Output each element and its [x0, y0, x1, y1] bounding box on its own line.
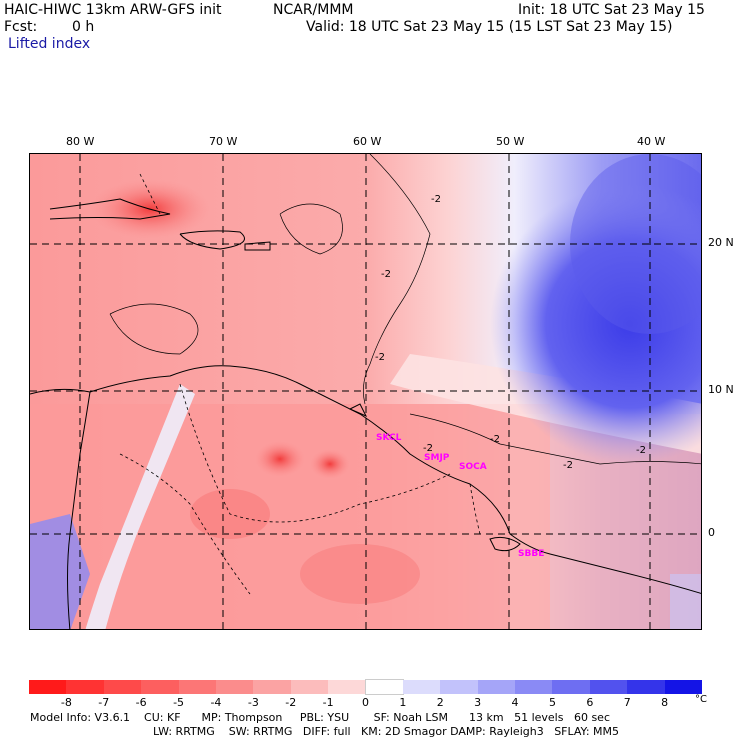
coastlines	[30, 198, 701, 629]
colorbar-tick-label: 2	[436, 696, 444, 709]
lon-label-60w: 60 W	[353, 135, 382, 148]
colorbar-swatch	[103, 680, 142, 694]
org-label: NCAR/MMM	[273, 2, 354, 18]
colorbar-tick-label: -1	[322, 696, 334, 709]
colorbar-tick-label: -6	[135, 696, 147, 709]
contours	[109, 154, 701, 465]
colorbar-swatch	[589, 680, 628, 694]
colorbar-tick-label: 8	[661, 696, 669, 709]
colorbar-tick-label: -8	[60, 696, 72, 709]
station-label: SKCL	[376, 433, 402, 443]
colorbar-swatch	[402, 680, 441, 694]
colorbar-swatch	[66, 680, 105, 694]
colorbar-swatch	[328, 680, 366, 694]
field-southeast-corner	[670, 574, 701, 629]
unstable-air-venezuela	[255, 441, 305, 477]
stable-air-pacific	[30, 514, 90, 629]
border-peru-brazil	[119, 453, 251, 595]
colorbar	[29, 679, 703, 695]
colorbar-unit: °C	[695, 694, 707, 705]
colorbar-swatch	[215, 680, 254, 694]
colorbar-tick-label: -3	[247, 696, 259, 709]
unstable-air-guyana	[310, 449, 350, 479]
colorbar-swatch	[178, 680, 217, 694]
colorbar-tick-label: -5	[173, 696, 185, 709]
lifted-index-map: -2 -2 -2 -2 -2 -2 -2 SKCL SMJP SOCA SBBE	[29, 153, 702, 630]
map-canvas	[30, 154, 701, 629]
contour-label: -2	[375, 352, 385, 363]
lat-label-10n: 10 N	[708, 383, 734, 396]
lon-label-50w: 50 W	[496, 135, 525, 148]
andes-stable-ribbon	[85, 384, 195, 629]
init-time: Init: 18 UTC Sat 23 May 15	[518, 2, 705, 18]
station-label: SMJP	[424, 453, 450, 463]
colorbar-tick-label: 3	[474, 696, 482, 709]
colorbar-swatch	[477, 680, 516, 694]
contour-label: -2	[490, 434, 500, 445]
field-name: Lifted index	[8, 36, 91, 52]
coast-cuba	[49, 198, 171, 220]
contour-label: -2	[636, 445, 646, 456]
land-field-south	[30, 404, 550, 629]
colorbar-swatch	[253, 680, 292, 694]
stable-air-region	[490, 184, 701, 464]
contour-neg2-d	[109, 303, 199, 355]
unstable-air-brazil	[300, 544, 420, 604]
colorbar-swatch	[364, 679, 405, 695]
colorbar-swatch	[290, 680, 329, 694]
coast-marajo	[489, 536, 521, 552]
colorbar-tick-label: -7	[98, 696, 110, 709]
coast-south-america-north	[30, 365, 701, 594]
coast-south-america-west	[67, 391, 91, 629]
border-venezuela-brazil	[179, 383, 451, 523]
contour-label: -2	[423, 443, 433, 454]
lon-label-40w: 40 W	[637, 135, 666, 148]
valid-time: Valid: 18 UTC Sat 23 May 15 (15 LST Sat …	[306, 19, 673, 35]
contour-neg2-a	[363, 154, 431, 405]
colorbar-swatch	[141, 680, 180, 694]
contour-label: -2	[431, 194, 441, 205]
colorbar-tick-label: 6	[586, 696, 594, 709]
colorbar-swatch	[552, 680, 591, 694]
colorbar-tick-label: 7	[623, 696, 631, 709]
colorbar-tick-label: 4	[511, 696, 519, 709]
coast-puerto-rico	[244, 241, 271, 251]
station-label: SBBE	[518, 549, 545, 559]
model-info-line2: LW: RRTMG SW: RRTMG DIFF: full KM: 2D Sm…	[153, 725, 619, 738]
lat-label-20n: 20 N	[708, 236, 734, 249]
colorbar-swatch	[664, 680, 703, 694]
colorbar-swatch	[627, 680, 666, 694]
coast-trinidad	[348, 403, 368, 418]
colorbar-swatch	[440, 680, 479, 694]
borders	[119, 173, 481, 595]
colorbar-tick-label: 1	[399, 696, 407, 709]
colorbar-tick-label: 0	[362, 696, 369, 709]
colorbar-tick-label: 5	[548, 696, 556, 709]
contour-label: -2	[563, 460, 573, 471]
contour-label: -2	[381, 269, 391, 280]
colorbar-tick-label: -4	[210, 696, 222, 709]
fcst-value: 0 h	[72, 19, 95, 35]
colorbar-swatch	[29, 680, 67, 694]
station-label: SOCA	[459, 462, 487, 472]
lon-label-70w: 70 W	[209, 135, 238, 148]
lat-label-0: 0	[708, 526, 715, 539]
contour-neg2-c	[279, 203, 343, 255]
model-info-line1: Model Info: V3.6.1 CU: KF MP: Thompson P…	[30, 711, 610, 724]
lon-label-80w: 80 W	[66, 135, 95, 148]
colorbar-tick-label: -2	[285, 696, 297, 709]
coast-hispaniola	[179, 230, 245, 250]
fcst-label: Fcst:	[4, 19, 38, 35]
graticule	[30, 154, 701, 629]
colorbar-swatch	[515, 680, 553, 694]
model-title: HAIC-HIWC 13km ARW-GFS init	[4, 2, 222, 18]
contour-neg2-b	[409, 413, 701, 465]
